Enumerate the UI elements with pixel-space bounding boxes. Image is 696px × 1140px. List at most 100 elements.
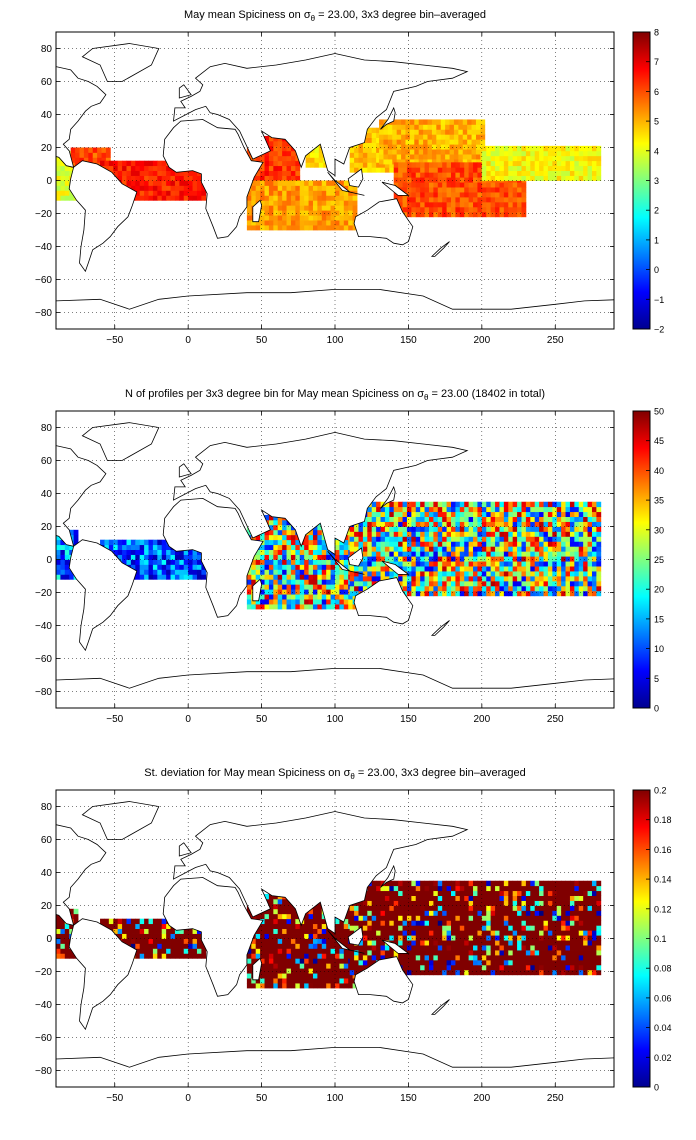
heatmap-cell [379,154,384,160]
heatmap-cell [406,182,412,188]
heatmap-cell [148,923,154,929]
heatmap-cell [166,933,171,939]
heatmap-cell [343,948,349,954]
heatmap-cell [486,197,492,203]
heatmap-cell [371,147,377,153]
heatmap-cell [442,576,447,582]
heatmap-cell [326,225,331,231]
heatmap-cell [468,945,474,951]
heatmap-cell [321,569,327,575]
heatmap-cell [455,167,461,173]
heatmap-cell [578,541,584,547]
heatmap-cell [415,556,421,562]
heatmap-cell [64,564,70,570]
heatmap-cell [317,903,323,910]
heatmap-cell [446,571,452,577]
heatmap-cell [587,516,593,522]
heatmap-cell [130,549,136,555]
heatmap-cell [273,584,279,590]
heatmap-cell [411,501,417,508]
heatmap-cell [499,160,505,167]
heatmap-cell [286,200,292,206]
heatmap-cell [473,566,478,572]
heatmap-cell [453,124,459,130]
heatmap-cell [389,890,395,896]
heatmap-cell [508,165,514,171]
heatmap-cell [517,175,522,181]
heatmap-cell [330,215,336,221]
heatmap-cell [495,571,500,577]
heatmap-cell [343,943,349,949]
heatmap-cell [277,584,283,590]
heatmap-cell [503,170,509,176]
heatmap-cell [503,506,509,513]
heatmap-cell [295,963,301,969]
heatmap-cell [384,885,390,892]
heatmap-cell [183,549,189,555]
heatmap-cell [402,900,408,906]
heatmap-cell [503,546,509,552]
heatmap-cell [503,585,509,592]
heatmap-cell [157,953,163,959]
heatmap-cell [503,556,509,562]
heatmap-cell [358,157,364,163]
heatmap-cell [525,590,531,597]
heatmap-cell [442,580,447,587]
heatmap-cell [468,511,474,517]
heatmap-cell [521,531,527,537]
heatmap-cell [113,928,119,934]
heatmap-cell [521,945,527,951]
coastline [252,578,263,602]
heatmap-cell [462,134,468,140]
heatmap-cell [459,511,465,517]
heatmap-cell [508,895,514,901]
heatmap-cell [442,950,447,956]
heatmap-cell [424,201,430,208]
heatmap-cell [135,569,141,575]
heatmap-cell [414,119,420,125]
heatmap-cell [464,959,470,966]
heatmap-cell [415,206,421,213]
heatmap-cell [437,930,443,936]
heatmap-cell [481,955,487,961]
heatmap-cell [495,175,500,181]
heatmap-cell [473,167,478,173]
heatmap-cell [348,983,354,989]
heatmap-cell [442,206,447,213]
heatmap-cell [260,913,265,920]
heatmap-cell [556,536,562,542]
heatmap-cell [148,564,154,570]
heatmap-cell [192,190,198,196]
heatmap-cell [433,915,439,921]
heatmap-cell [451,172,456,178]
heatmap-cell [420,585,425,592]
heatmap-cell [161,953,167,959]
heatmap-cell [495,211,500,218]
heatmap-cell [415,905,421,911]
heatmap-cell [286,983,292,989]
heatmap-cell [389,162,395,168]
heatmap-cell [490,895,496,901]
heatmap-cell [578,170,584,176]
heatmap-cell [183,554,189,560]
heatmap-cell [354,152,359,158]
heatmap-cell [317,933,323,939]
heatmap-cell [188,185,193,191]
heatmap-cell [286,225,292,231]
heatmap-cell [161,943,167,949]
panel-title: N of profiles per 3x3 degree bin for May… [125,388,545,402]
heatmap-cell [415,501,421,508]
heatmap-cell [428,920,434,926]
heatmap-cell [521,541,527,547]
heatmap-cell [126,559,132,565]
heatmap-cell [420,536,425,542]
heatmap-cell [384,930,390,936]
heatmap-cell [420,920,425,926]
heatmap-cell [398,167,403,173]
heatmap-cell [286,564,292,570]
heatmap-cell [428,576,434,582]
heatmap-cell [380,511,386,517]
heatmap-cell [367,546,373,552]
heatmap-cell [161,933,167,939]
heatmap-cell [503,920,509,926]
